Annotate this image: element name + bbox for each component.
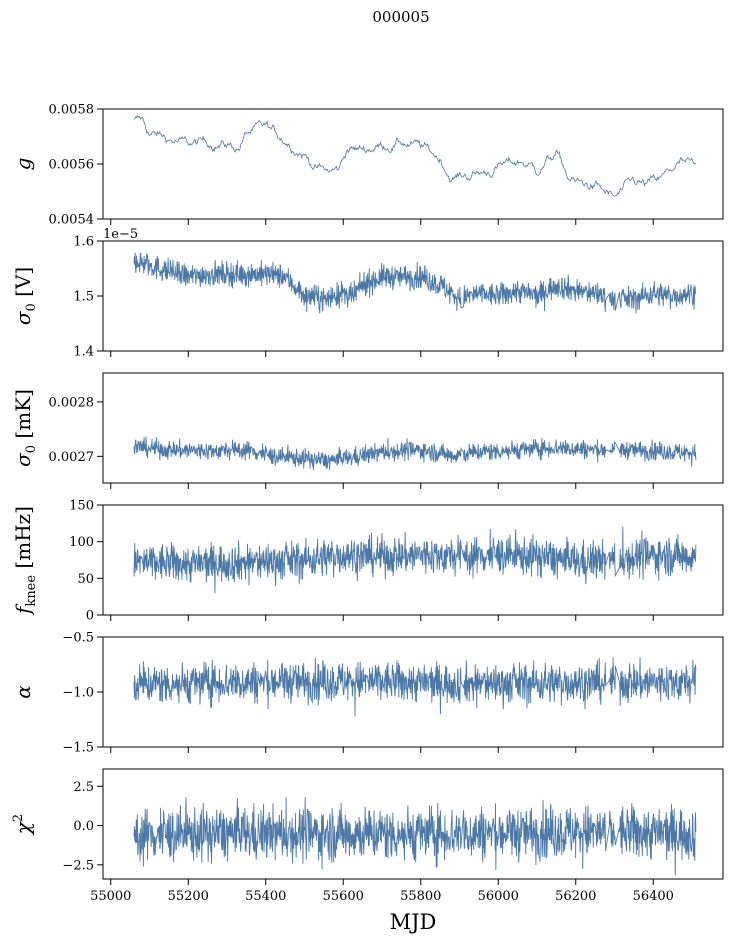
y-axis-label-sigma0-mk: σ0 [mK]	[11, 389, 39, 467]
y-tick-label-alpha: −1.0	[62, 686, 94, 701]
y-axis-label-gain: g	[11, 158, 35, 171]
y-tick-label-chi-squared: 0.0	[73, 819, 94, 834]
y-tick-label-alpha: −0.5	[62, 631, 94, 646]
x-tick-label: 55600	[323, 889, 364, 904]
y-axis-label-chi-squared: χ2	[11, 814, 35, 836]
axes-frame-alpha	[102, 636, 724, 748]
x-tick-label: 55400	[245, 889, 286, 904]
x-axis-label: MJD	[390, 910, 437, 934]
series-line-sigma0-volts	[133, 252, 697, 314]
y-tick-label-gain: 0.0058	[49, 103, 95, 118]
y-tick-label-sigma0-mk: 0.0027	[49, 450, 95, 465]
offset-label-sigma0-volts: 1e−5	[103, 227, 138, 242]
axes-frame-chi-squared	[102, 768, 724, 880]
y-tick-label-f-knee: 150	[69, 499, 94, 514]
x-tick-label: 55200	[168, 889, 209, 904]
series-line-gain	[133, 115, 697, 197]
y-tick-label-chi-squared: −2.5	[62, 858, 94, 873]
y-tick-label-sigma0-volts: 1.4	[73, 345, 94, 360]
axes-frame-f-knee	[102, 504, 724, 616]
figure-title: 000005	[372, 8, 429, 26]
series-line-chi-squared	[133, 797, 697, 876]
axes-frame-gain	[102, 108, 724, 220]
y-tick-label-sigma0-volts: 1.6	[73, 235, 94, 250]
y-tick-label-f-knee: 100	[69, 535, 94, 550]
x-tick-label: 56000	[478, 889, 519, 904]
x-tick-label: 56200	[555, 889, 596, 904]
series-line-alpha	[133, 657, 697, 717]
x-tick-label: 55000	[90, 889, 131, 904]
y-axis-label-f-knee: fknee [mHz]	[11, 506, 39, 616]
y-tick-label-alpha: −1.5	[62, 741, 94, 756]
series-line-sigma0-mk	[133, 436, 697, 471]
y-tick-label-chi-squared: 2.5	[73, 780, 94, 795]
y-tick-label-f-knee: 50	[77, 572, 94, 587]
y-tick-label-f-knee: 0	[86, 609, 94, 624]
y-axis-label-sigma0-volts: σ0 [V]	[11, 267, 39, 325]
y-tick-label-sigma0-volts: 1.5	[73, 290, 94, 305]
series-line-f-knee	[133, 526, 697, 594]
x-tick-label: 56400	[633, 889, 674, 904]
y-tick-label-gain: 0.0056	[49, 158, 95, 173]
y-axis-label-alpha: α	[11, 685, 35, 699]
axes-frame-sigma0-mk	[102, 372, 724, 484]
y-tick-label-sigma0-mk: 0.0028	[49, 395, 95, 410]
x-tick-label: 55800	[400, 889, 441, 904]
y-tick-label-gain: 0.0054	[49, 213, 95, 228]
